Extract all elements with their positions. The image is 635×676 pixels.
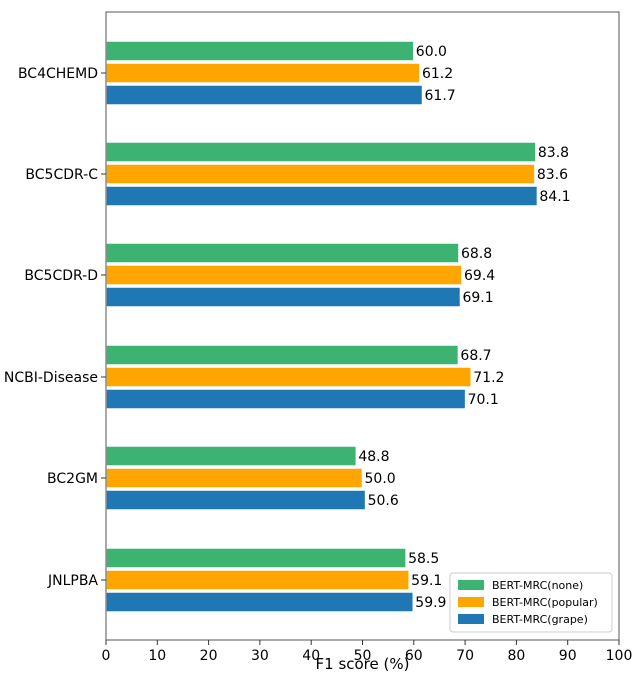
x-tick-label: 100	[606, 648, 633, 664]
bar-bert-mrc-popular-jnlpba	[105, 569, 410, 591]
axes-frame	[105, 11, 620, 641]
data-label: 50.0	[365, 471, 396, 487]
data-label: 84.1	[539, 189, 570, 205]
x-tick-label: 50	[354, 648, 372, 664]
bar-bert-mrc-grape-jnlpba	[105, 591, 415, 613]
bar-bert-mrc-grape-bc5cdr-d	[105, 286, 462, 308]
data-label: 71.2	[473, 370, 504, 386]
x-tick-label: 90	[559, 648, 577, 664]
data-label: 68.7	[460, 348, 491, 364]
x-axis-title: F1 score (%)	[316, 655, 410, 673]
data-label: 69.1	[462, 290, 493, 306]
bar-bert-mrc-popular-bc2gm	[105, 467, 364, 489]
bar-bert-mrc-grape-ncbi-disease	[105, 388, 467, 410]
legend-swatch	[458, 580, 484, 590]
legend-box	[449, 572, 613, 633]
data-label: 48.8	[358, 449, 389, 465]
legend-swatch	[458, 614, 484, 624]
bar-bert-mrc-popular-bc4chemd	[105, 62, 421, 84]
category-label: BC5CDR-D	[24, 268, 98, 284]
legend-swatch	[458, 597, 484, 607]
x-tick-label: 20	[200, 648, 218, 664]
category-label: BC4CHEMD	[18, 66, 98, 82]
category-label: JNLPBA	[47, 573, 98, 589]
x-tick-label: 0	[102, 648, 111, 664]
bar-bert-mrc-none-ncbi-disease	[105, 344, 460, 366]
bar-bert-mrc-grape-bc2gm	[105, 489, 367, 511]
legend-entry: BERT-MRC(none)	[492, 579, 583, 592]
bar-bert-mrc-none-bc5cdr-c	[105, 141, 537, 163]
category-label: BC2GM	[47, 471, 98, 487]
plot-area: 60.0 83.8 68.8 68.7 48.8 58.5 61.2 83.6 69.4 71.2…	[4, 11, 633, 664]
bar-bert-mrc-none-bc4chemd	[105, 40, 415, 62]
data-label: 59.1	[411, 573, 442, 589]
x-tick-label: 30	[251, 648, 269, 664]
data-label: 70.1	[468, 392, 499, 408]
data-label: 69.4	[464, 268, 495, 284]
data-label: 50.6	[368, 493, 399, 509]
x-tick-label: 80	[507, 648, 525, 664]
bar-bert-mrc-grape-bc5cdr-c	[105, 185, 539, 207]
bar-bert-mrc-grape-bc4chemd	[105, 84, 424, 106]
data-label: 61.7	[425, 88, 456, 104]
bar-bert-mrc-popular-bc5cdr-d	[105, 264, 463, 286]
legend: BERT-MRC(none) BERT-MRC(popular) BERT-MRC(…	[449, 572, 613, 633]
category-label: NCBI-Disease	[4, 370, 98, 386]
x-tick-label: 60	[405, 648, 423, 664]
data-label: 59.9	[415, 595, 446, 611]
data-label: 83.6	[537, 167, 568, 183]
bar-bert-mrc-none-bc2gm	[105, 445, 358, 467]
data-label: 60.0	[416, 44, 447, 60]
data-label: 83.8	[538, 145, 569, 161]
legend-entry: BERT-MRC(grape)	[492, 613, 588, 626]
bar-bert-mrc-none-bc5cdr-d	[105, 242, 460, 264]
category-label: BC5CDR-C	[25, 167, 98, 183]
x-tick-label: 10	[148, 648, 166, 664]
bar-bert-mrc-popular-ncbi-disease	[105, 366, 473, 388]
x-tick-label: 40	[302, 648, 320, 664]
x-tick-label: 70	[456, 648, 474, 664]
data-label: 68.8	[461, 246, 492, 262]
bar-bert-mrc-none-jnlpba	[105, 547, 407, 569]
bar-bert-mrc-popular-bc5cdr-c	[105, 163, 536, 185]
legend-entry: BERT-MRC(popular)	[492, 596, 598, 609]
data-label: 58.5	[408, 551, 439, 567]
data-label: 61.2	[422, 66, 453, 82]
